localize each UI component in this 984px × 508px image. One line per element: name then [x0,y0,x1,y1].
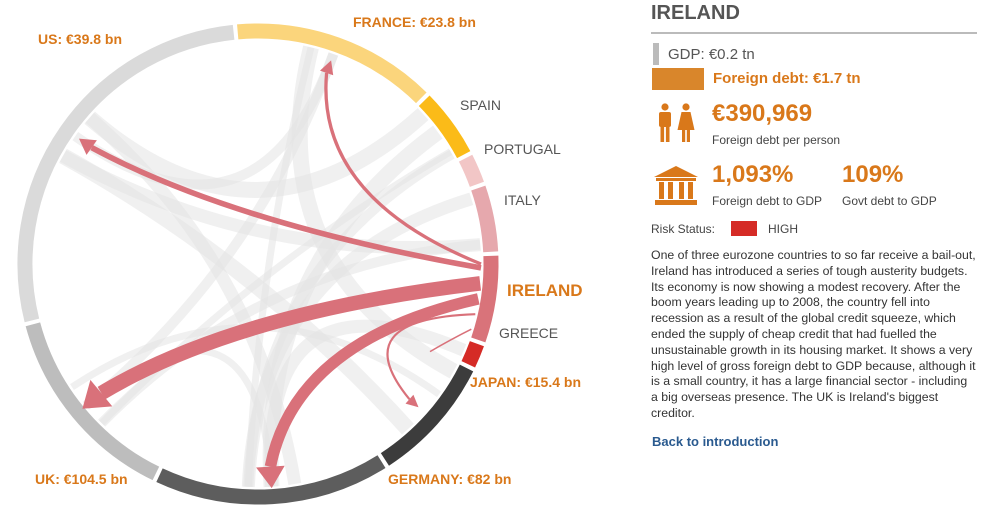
background-flow [59,150,481,255]
flow-to-germany[interactable] [264,293,480,468]
flow-arrowhead-japan [405,394,419,408]
flow-to-uk[interactable] [97,276,482,400]
segment-portugal[interactable] [458,154,484,187]
segment-label-ireland[interactable]: IRELAND [507,281,583,300]
flow-to-japan[interactable] [386,313,476,400]
title-divider [651,32,977,34]
segment-italy[interactable] [471,185,499,253]
govt-debt-to-gdp-value: 109% [842,161,904,188]
country-ring [17,23,499,505]
country-detail-panel: IRELAND GDP: €0.2 tn Foreign debt: €1.7 … [651,0,979,508]
foreign-debt-to-gdp-value: 1,093% [712,161,794,188]
risk-status-label: Risk Status: [651,222,716,236]
risk-status-value: HIGH [768,222,798,236]
debt-per-person-value: €390,969 [712,100,813,127]
segment-us[interactable] [17,24,235,323]
flow-arrowhead-us [79,138,97,155]
gdp-value: GDP: €0.2 tn [668,46,755,63]
segment-japan[interactable] [380,364,474,466]
govt-debt-to-gdp-label: Govt debt to GDP [842,194,937,208]
flow-arrowhead-france [320,60,334,76]
segment-label-spain[interactable]: SPAIN [460,97,501,113]
background-flow [264,319,467,487]
segment-uk[interactable] [25,322,160,481]
segment-label-france[interactable]: FRANCE: €23.8 bn [353,14,476,30]
segment-label-portugal[interactable]: PORTUGAL [484,141,561,157]
background-flow [243,149,455,488]
flow-to-greece [429,328,472,353]
flow-to-france[interactable] [324,72,482,266]
flow-arrowhead-uk [82,379,113,409]
segment-label-italy[interactable]: ITALY [504,192,541,208]
segment-label-uk[interactable]: UK: €104.5 bn [35,471,128,487]
debt-chord-diagram: US: €39.8 bn FRANCE: €23.8 bn SPAIN PORT… [17,14,583,505]
segment-ireland[interactable] [471,255,499,343]
segment-label-japan[interactable]: JAPAN: €15.4 bn [470,374,581,390]
foreign-debt-value: Foreign debt: €1.7 tn [713,70,861,87]
foreign-debt-bar [652,68,704,90]
back-to-introduction-link[interactable]: Back to introduction [652,434,779,449]
country-description: One of three eurozone countries to so fa… [651,248,976,420]
country-title: IRELAND [651,2,740,24]
segment-spain[interactable] [418,95,471,159]
gdp-bar [653,43,659,65]
debt-per-person-label: Foreign debt per person [712,133,841,147]
flow-to-us[interactable] [90,145,482,271]
risk-status-swatch [731,221,757,236]
people-icon [659,103,695,142]
segment-label-us[interactable]: US: €39.8 bn [38,31,122,47]
ireland-debt-flows [79,60,482,489]
segment-label-greece[interactable]: GREECE [499,325,558,341]
background-flow [84,108,429,198]
segment-germany[interactable] [156,455,386,505]
flow-arrowhead-germany [256,465,285,489]
segment-greece[interactable] [461,341,484,368]
bank-icon [654,166,698,205]
background-debt-flows [59,45,481,488]
foreign-debt-to-gdp-label: Foreign debt to GDP [712,194,823,208]
segment-france[interactable] [237,23,427,104]
segment-label-germany[interactable]: GERMANY: €82 bn [388,471,511,487]
